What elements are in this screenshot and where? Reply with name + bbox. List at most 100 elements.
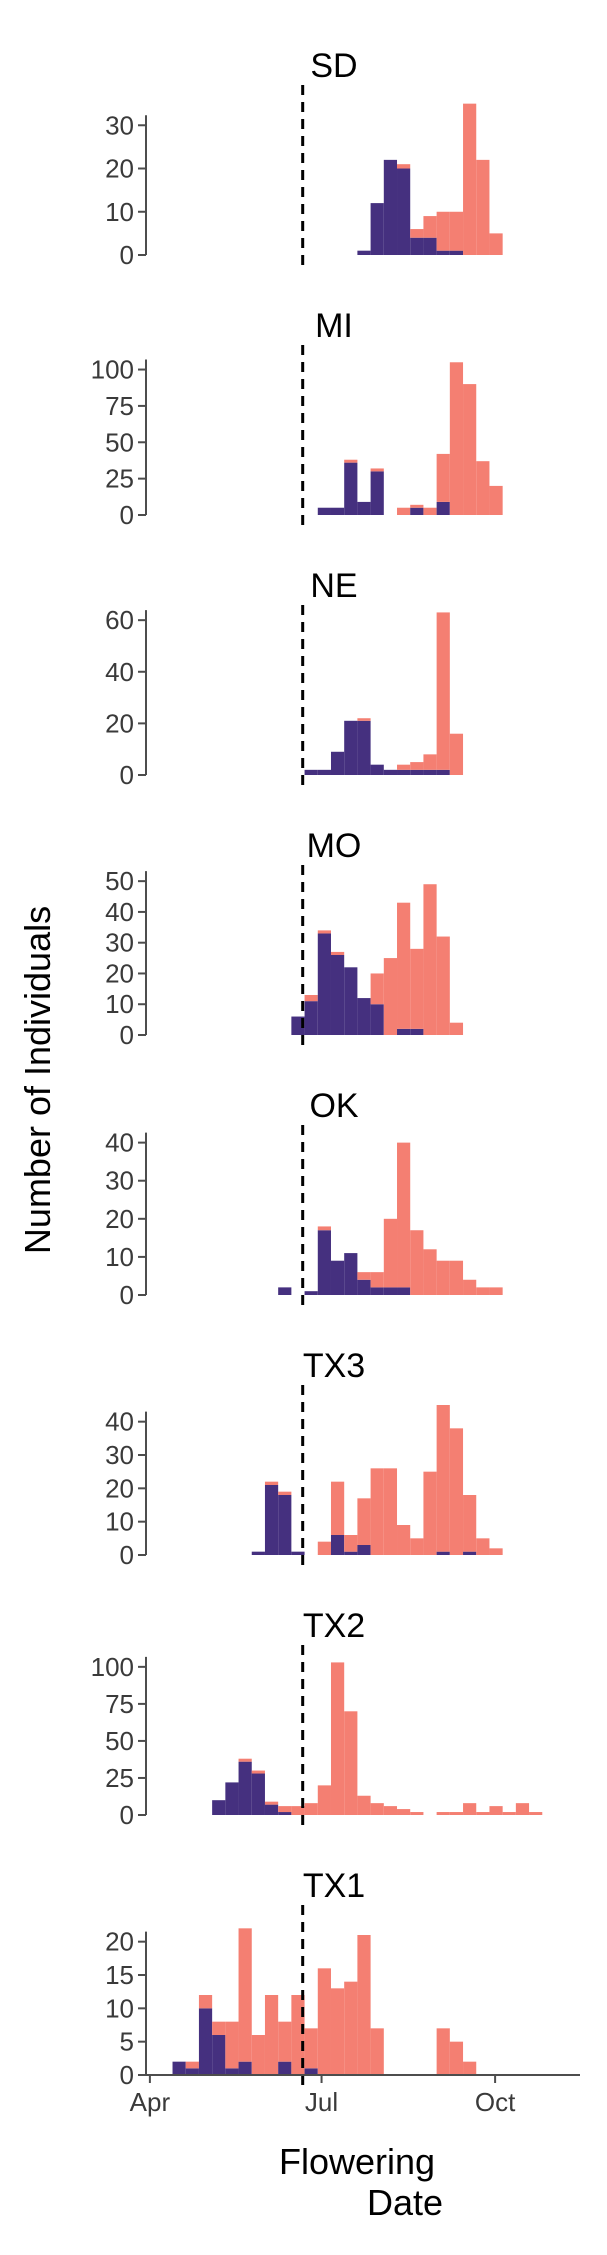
bar-late-tx1 [436,2028,450,2075]
bar-early-mo [317,933,331,1035]
bar-late-tx2 [410,1812,424,1815]
panel-title-mi: MI [315,307,353,345]
bar-early-tx3 [278,1495,292,1555]
bar-early-tx1 [238,2061,252,2075]
bar-early-tx3 [436,1551,450,1555]
bar-late-sd [489,233,503,255]
bar-late-tx2 [357,1795,371,1815]
bar-late-mo [370,973,384,1005]
bar-late-ok [423,1249,437,1295]
bar-early-sd [423,237,437,255]
y-tick-label-mo: 30 [105,928,134,958]
bar-late-sd [397,164,411,169]
y-tick-label-tx2: 25 [105,1763,134,1793]
bar-early-ok [370,1287,384,1295]
bar-late-tx2 [291,1806,305,1815]
y-tick-label-ok: 0 [120,1280,134,1310]
y-tick-label-tx3: 0 [120,1540,134,1570]
y-tick-label-tx2: 75 [105,1689,134,1719]
panel-title-mo: MO [307,827,362,865]
bar-late-tx1 [330,1988,345,2075]
bar-late-tx2 [489,1806,503,1815]
bar-late-ne [436,612,450,770]
bar-early-ne [344,720,358,775]
bar-early-tx3 [344,1551,358,1555]
bar-early-ok [278,1287,292,1295]
y-tick-label-mo: 50 [105,866,134,896]
bar-early-mi [370,471,384,515]
bar-late-tx2 [370,1803,384,1815]
bar-late-tx2 [344,1711,358,1815]
bar-late-ne [410,762,424,770]
bar-late-tx3 [317,1541,331,1555]
bar-late-tx1 [238,1928,252,2062]
bar-late-ne [449,733,464,775]
bar-late-ne [357,718,371,721]
bar-early-tx1 [278,2061,292,2075]
bar-late-tx3 [370,1468,384,1555]
bar-early-ok [397,1287,411,1295]
bar-late-tx1 [251,2035,265,2075]
y-tick-label-sd: 30 [105,110,134,140]
bar-early-tx2 [212,1800,226,1815]
bar-early-mo [357,998,371,1035]
bar-early-mo [330,955,345,1035]
bar-late-ok [383,1218,398,1288]
bar-early-mi [436,501,450,515]
bar-early-mo [304,1001,318,1035]
bar-late-sd [423,216,437,238]
bar-late-tx3 [449,1428,464,1555]
y-tick-label-tx1: 10 [105,1993,134,2023]
bar-early-tx1 [304,2068,318,2075]
y-tick-label-mo: 10 [105,989,134,1019]
bar-late-mi [423,507,437,515]
y-tick-label-sd: 20 [105,154,134,184]
bar-late-ok [449,1260,464,1295]
bar-late-tx2 [449,1812,464,1815]
bar-late-mo [383,958,398,1035]
bar-late-mo [330,951,345,955]
bar-late-tx1 [463,2061,477,2075]
y-tick-label-sd: 10 [105,197,134,227]
bar-late-sd [449,211,464,251]
bar-late-tx2 [515,1803,530,1815]
bar-early-mi [344,462,358,515]
bar-early-tx1 [225,2068,239,2075]
bar-early-ne [423,769,437,775]
bar-late-mi [344,459,358,463]
bar-late-tx3 [423,1471,437,1555]
y-tick-label-mi: 75 [105,391,134,421]
bar-late-mi [436,453,450,502]
y-tick-label-mi: 100 [91,355,134,385]
bar-late-mo [397,902,411,1029]
bar-early-tx2 [278,1812,292,1815]
bar-early-tx3 [264,1485,279,1555]
bar-late-mo [304,995,318,1002]
bar-late-mo [317,930,331,934]
bar-early-tx3 [463,1551,477,1555]
bar-late-tx1 [344,1981,358,2075]
panel-title-tx1: TX1 [303,1867,365,1905]
bar-early-tx1 [172,2061,186,2075]
bar-late-tx3 [383,1468,398,1555]
bar-late-ok [476,1287,490,1295]
y-tick-label-ne: 60 [105,605,134,635]
bar-early-tx2 [264,1804,279,1815]
bar-late-ok [357,1272,371,1280]
bar-late-tx1 [370,2028,384,2075]
y-tick-label-sd: 0 [120,240,134,270]
y-axis-title: Number of Individuals [17,906,58,1254]
bar-late-tx1 [212,2021,226,2035]
y-tick-label-tx3: 30 [105,1440,134,1470]
bar-late-ok [317,1226,331,1231]
bar-late-tx1 [185,2061,199,2069]
bar-early-sd [370,203,384,255]
bar-late-mi [397,507,411,515]
bar-late-mi [489,485,503,515]
y-tick-label-tx1: 5 [120,2027,134,2057]
y-tick-label-ok: 40 [105,1128,134,1158]
bar-late-tx3 [489,1548,503,1555]
bar-early-tx1 [198,2008,213,2075]
bar-late-ok [370,1272,384,1288]
bar-late-tx3 [397,1525,411,1555]
